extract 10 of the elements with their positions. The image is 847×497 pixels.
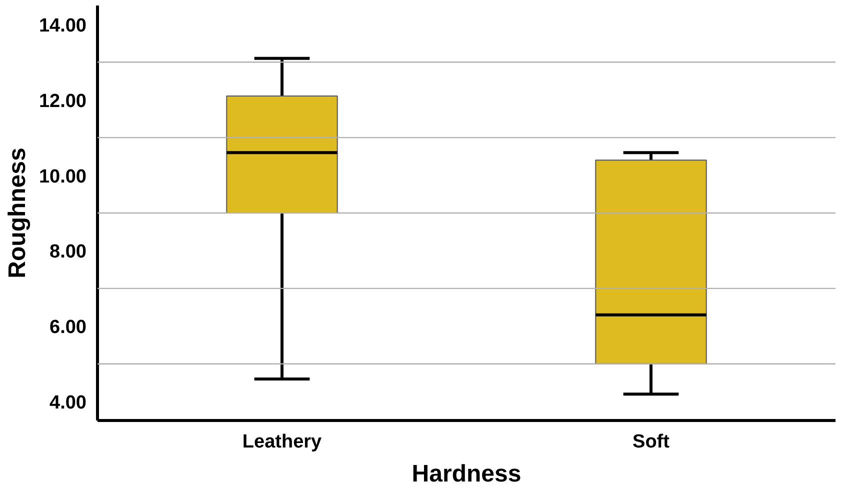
x-tick-label: Soft xyxy=(632,432,670,452)
x-tick-label: Leathery xyxy=(242,432,322,452)
y-tick-label: 4.00 xyxy=(50,392,87,414)
y-tick-label: 14.00 xyxy=(38,15,86,36)
y-tick-label: 6.00 xyxy=(50,317,87,338)
y-tick-label: 8.00 xyxy=(50,242,87,263)
x-axis-title: Hardness xyxy=(412,460,522,488)
y-axis-title: Roughness xyxy=(4,148,31,278)
y-tick-label: 10.00 xyxy=(38,166,86,188)
y-tick-label: 12.00 xyxy=(38,90,86,112)
